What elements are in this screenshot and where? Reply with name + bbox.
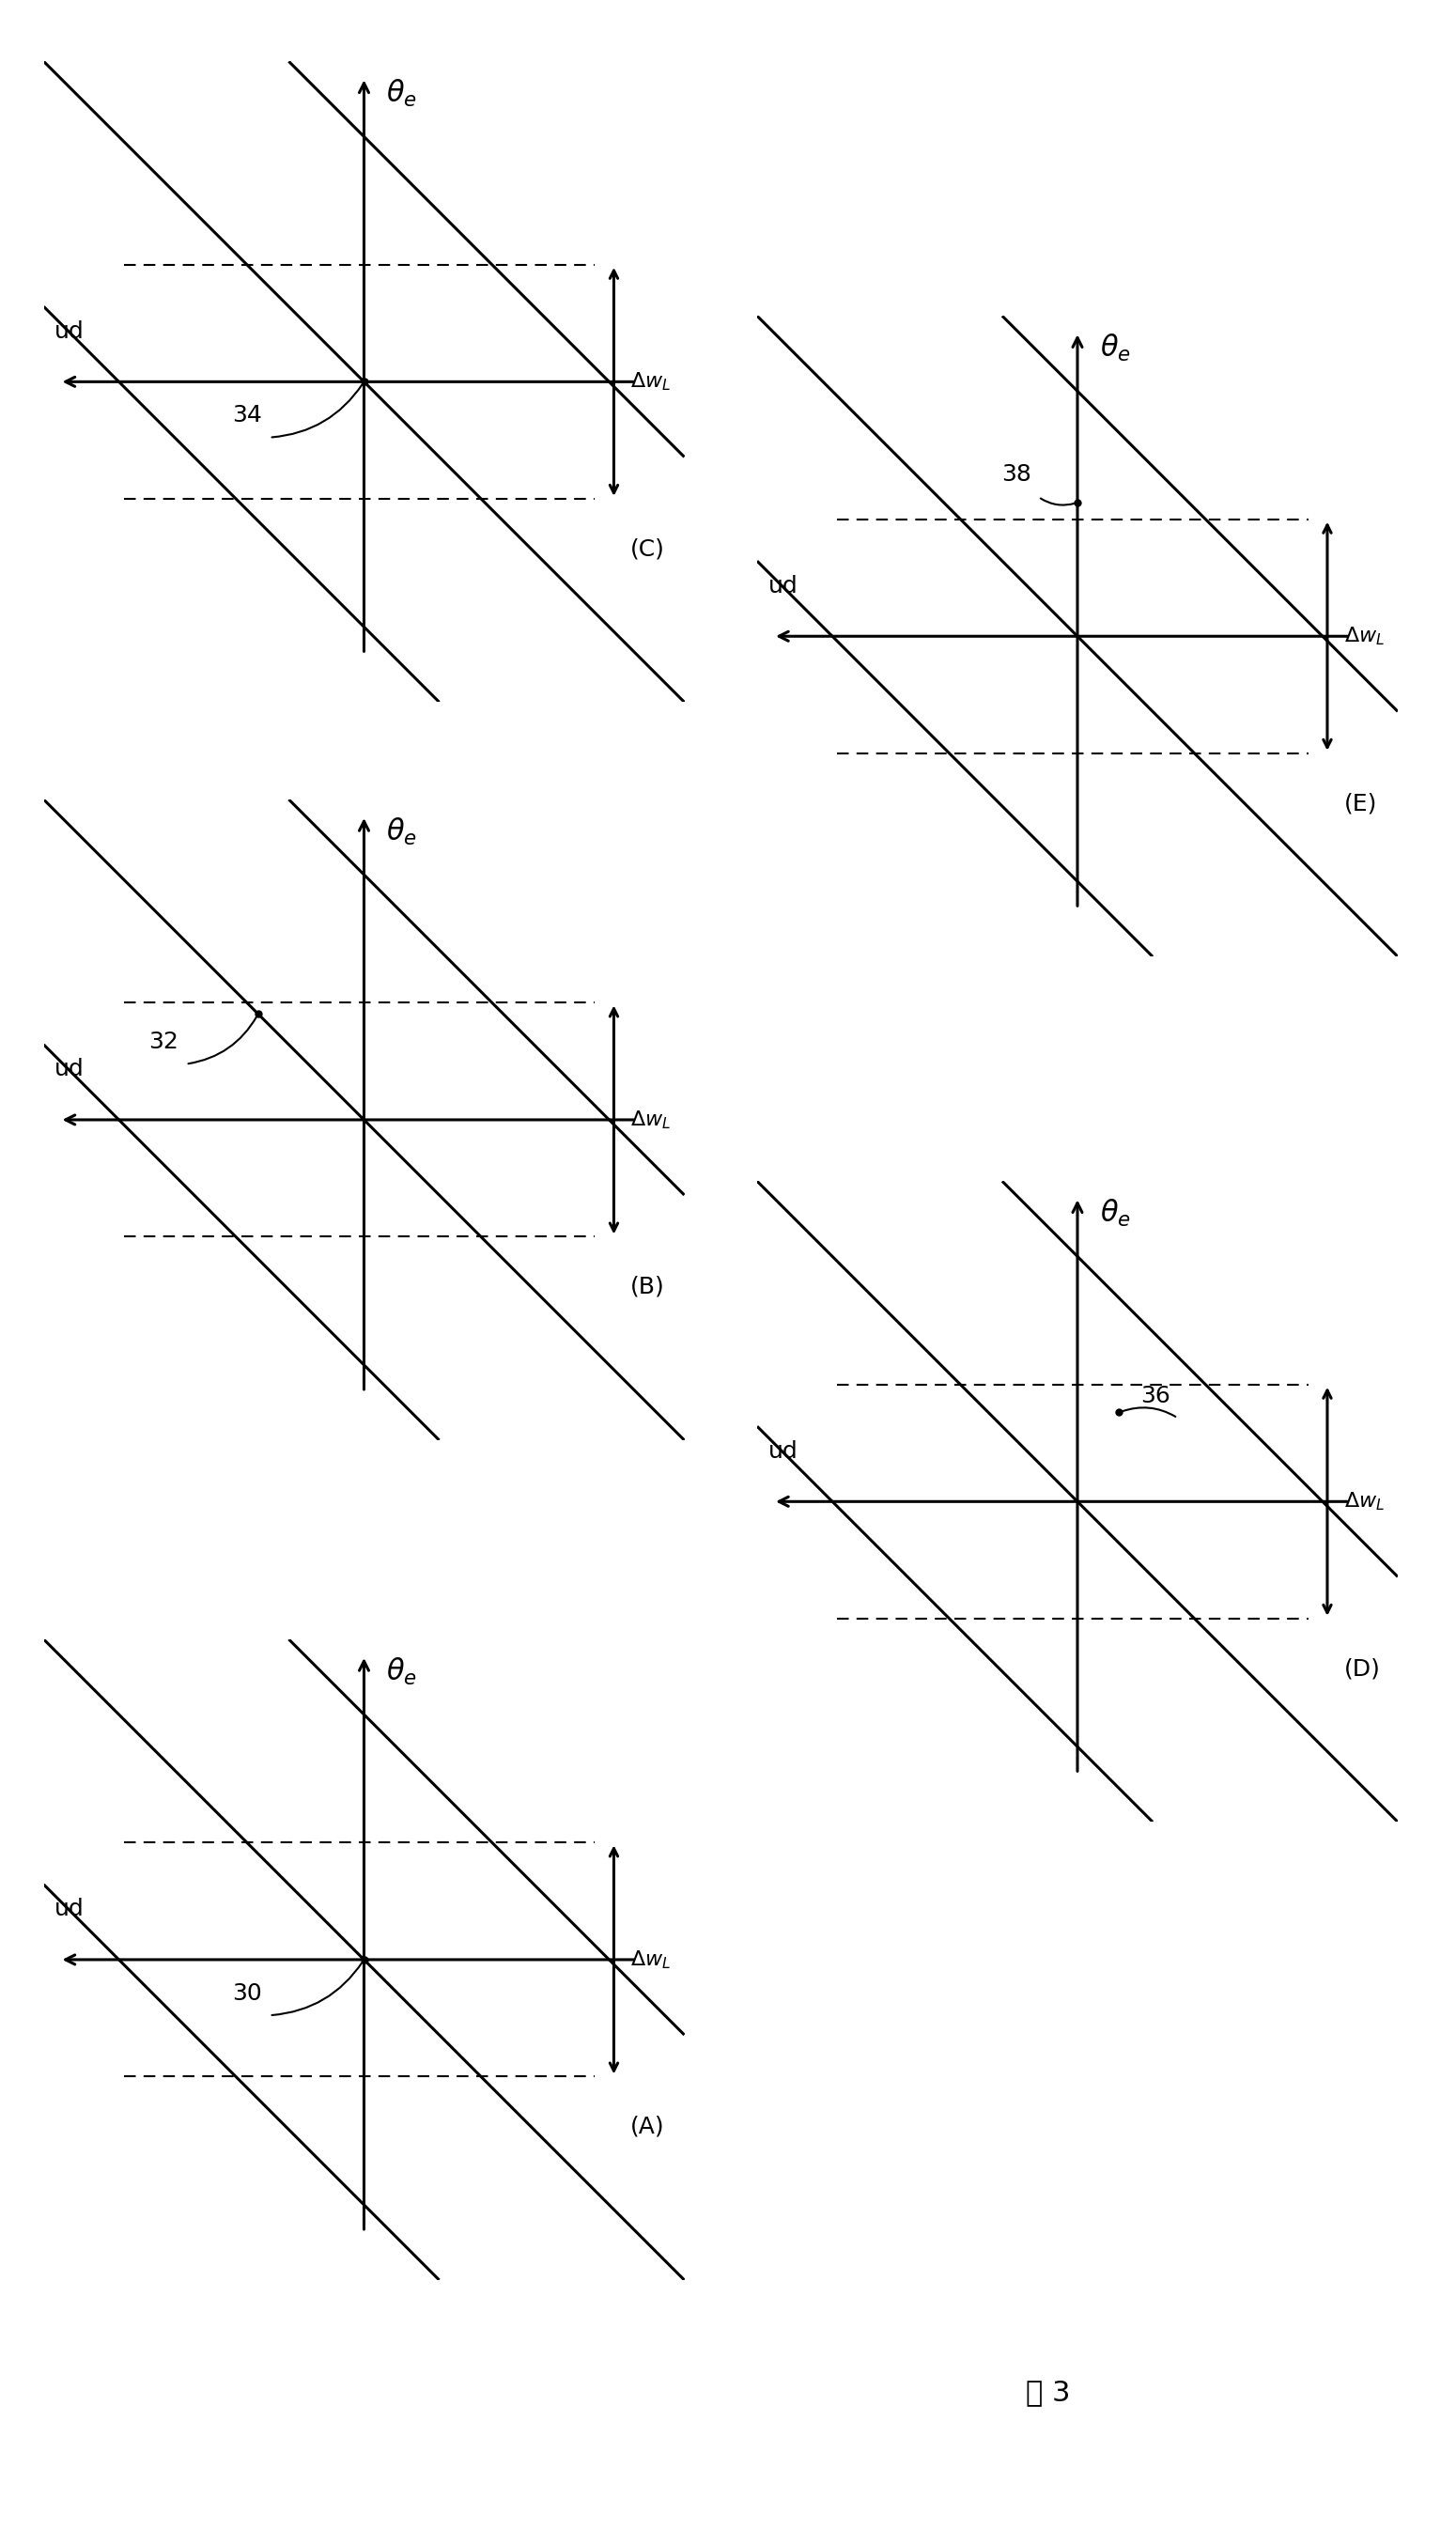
Text: $\Delta w_L$: $\Delta w_L$: [630, 1110, 671, 1130]
Text: (E): (E): [1344, 791, 1377, 814]
Text: ud: ud: [54, 321, 84, 344]
Text: 34: 34: [232, 405, 262, 428]
Text: 38: 38: [1002, 463, 1031, 486]
Text: (B): (B): [630, 1275, 665, 1298]
Text: $\theta_e$: $\theta_e$: [386, 817, 418, 847]
Text: ud: ud: [54, 1059, 84, 1082]
Text: ud: ud: [767, 575, 798, 598]
Text: 36: 36: [1140, 1384, 1171, 1407]
Text: 30: 30: [232, 1983, 262, 2005]
Text: $\theta_e$: $\theta_e$: [1099, 1199, 1131, 1229]
Text: $\theta_e$: $\theta_e$: [386, 79, 418, 109]
Text: $\Delta w_L$: $\Delta w_L$: [630, 372, 671, 392]
Text: $\Delta w_L$: $\Delta w_L$: [630, 1949, 671, 1970]
Text: (A): (A): [630, 2115, 665, 2138]
Text: $\Delta w_L$: $\Delta w_L$: [1344, 1491, 1385, 1512]
Text: 図 3: 図 3: [1026, 2380, 1070, 2405]
Text: $\theta_e$: $\theta_e$: [1099, 333, 1131, 364]
Text: $\theta_e$: $\theta_e$: [386, 1657, 418, 1687]
Text: $\Delta w_L$: $\Delta w_L$: [1344, 626, 1385, 646]
Text: 32: 32: [149, 1031, 179, 1054]
Text: ud: ud: [767, 1440, 798, 1463]
Text: ud: ud: [54, 1899, 84, 1921]
Text: (C): (C): [630, 537, 665, 560]
Text: (D): (D): [1344, 1657, 1380, 1680]
